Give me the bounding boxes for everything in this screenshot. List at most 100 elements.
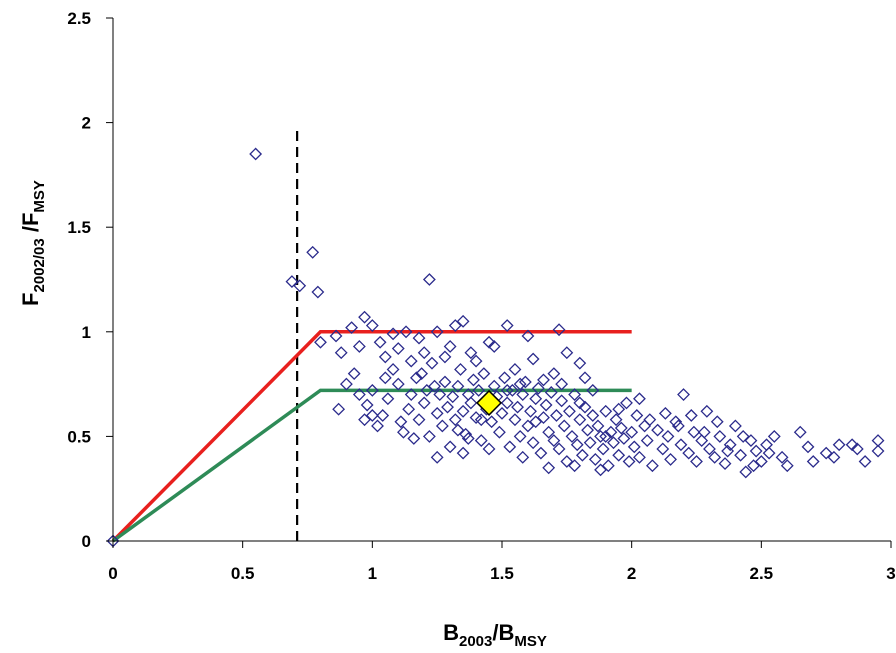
x-axis-title-part: B bbox=[443, 620, 459, 645]
data-point bbox=[625, 425, 639, 439]
data-point bbox=[464, 346, 478, 360]
data-point bbox=[352, 388, 366, 401]
data-point bbox=[498, 371, 512, 385]
data-point bbox=[500, 396, 514, 410]
data-point bbox=[404, 354, 418, 368]
y-axis-title-part: MSY bbox=[31, 180, 48, 213]
data-point bbox=[425, 356, 439, 370]
data-point bbox=[674, 438, 688, 452]
data-point bbox=[417, 396, 431, 410]
data-point bbox=[640, 434, 654, 448]
x-tick-label: 1.5 bbox=[490, 564, 514, 583]
data-point bbox=[718, 457, 732, 471]
data-point bbox=[739, 465, 753, 479]
data-point bbox=[703, 442, 716, 456]
x-axis-title: B2003/BMSY bbox=[443, 620, 547, 650]
x-tick-label: 1 bbox=[368, 564, 377, 583]
data-point bbox=[422, 273, 436, 286]
highlight-point bbox=[475, 389, 503, 416]
data-point bbox=[422, 429, 436, 443]
x-axis-title-part: MSY bbox=[514, 633, 547, 650]
data-point bbox=[713, 429, 727, 443]
data-point bbox=[658, 406, 672, 420]
x-tick-label: 2 bbox=[627, 564, 636, 583]
data-point bbox=[487, 340, 501, 353]
data-point bbox=[547, 367, 561, 381]
data-point bbox=[378, 350, 392, 364]
reference-polyline bbox=[111, 388, 632, 543]
data-point bbox=[700, 404, 714, 418]
data-point bbox=[614, 421, 628, 435]
data-point bbox=[573, 396, 587, 410]
data-point bbox=[529, 392, 543, 406]
x-tick-label: 0 bbox=[108, 564, 117, 583]
data-point bbox=[394, 415, 408, 429]
data-point bbox=[542, 461, 556, 475]
data-point bbox=[832, 438, 846, 452]
data-point bbox=[630, 409, 644, 422]
data-point bbox=[645, 459, 659, 473]
data-point bbox=[404, 388, 418, 401]
data-point bbox=[371, 419, 384, 433]
data-point bbox=[492, 425, 506, 439]
data-point bbox=[684, 409, 698, 422]
data-point bbox=[575, 448, 589, 462]
data-point bbox=[438, 375, 452, 389]
data-point bbox=[314, 335, 327, 349]
data-point bbox=[560, 346, 574, 360]
data-point bbox=[534, 446, 548, 460]
data-point bbox=[521, 419, 535, 433]
data-point bbox=[402, 402, 416, 416]
data-point bbox=[586, 383, 600, 397]
data-point bbox=[627, 440, 641, 454]
data-point bbox=[482, 335, 496, 349]
data-point bbox=[516, 388, 530, 401]
data-point bbox=[518, 375, 532, 389]
data-point bbox=[612, 448, 626, 462]
data-point bbox=[365, 383, 379, 397]
data-point bbox=[293, 279, 307, 293]
data-point bbox=[671, 419, 685, 433]
data-point bbox=[456, 404, 470, 418]
data-point bbox=[433, 388, 447, 401]
data-point bbox=[599, 429, 613, 443]
data-point bbox=[563, 404, 576, 418]
y-tick-label: 0 bbox=[82, 532, 91, 551]
data-point bbox=[407, 432, 421, 445]
data-point bbox=[443, 340, 457, 353]
data-point bbox=[607, 436, 620, 450]
data-point bbox=[456, 446, 470, 460]
data-point bbox=[801, 440, 815, 454]
data-point bbox=[728, 419, 742, 433]
y-tick-label: 2 bbox=[82, 114, 91, 133]
data-point bbox=[754, 455, 768, 468]
data-point bbox=[472, 383, 486, 397]
data-point bbox=[487, 379, 501, 393]
data-point bbox=[568, 388, 582, 401]
data-point bbox=[609, 413, 623, 427]
data-point bbox=[677, 388, 690, 401]
data-point bbox=[721, 444, 735, 458]
data-point bbox=[669, 415, 683, 429]
data-point bbox=[399, 325, 413, 339]
data-point bbox=[381, 392, 395, 406]
data-point bbox=[542, 425, 556, 439]
data-point bbox=[511, 400, 524, 414]
data-point bbox=[513, 377, 527, 391]
data-point bbox=[734, 448, 748, 462]
data-point bbox=[474, 413, 488, 427]
data-point bbox=[638, 419, 652, 433]
data-point bbox=[412, 413, 426, 427]
x-axis-title-part: 2003 bbox=[459, 633, 492, 650]
data-point bbox=[537, 411, 550, 424]
x-axis-title-part: /B bbox=[492, 620, 514, 645]
data-point bbox=[552, 442, 566, 456]
data-point bbox=[793, 425, 807, 439]
data-point bbox=[620, 396, 633, 410]
data-point bbox=[477, 367, 491, 381]
x-tick-label: 2.5 bbox=[750, 564, 774, 583]
data-point bbox=[568, 459, 582, 473]
data-point bbox=[529, 415, 543, 429]
data-point bbox=[537, 373, 550, 387]
x-tick-label: 0.5 bbox=[231, 564, 255, 583]
